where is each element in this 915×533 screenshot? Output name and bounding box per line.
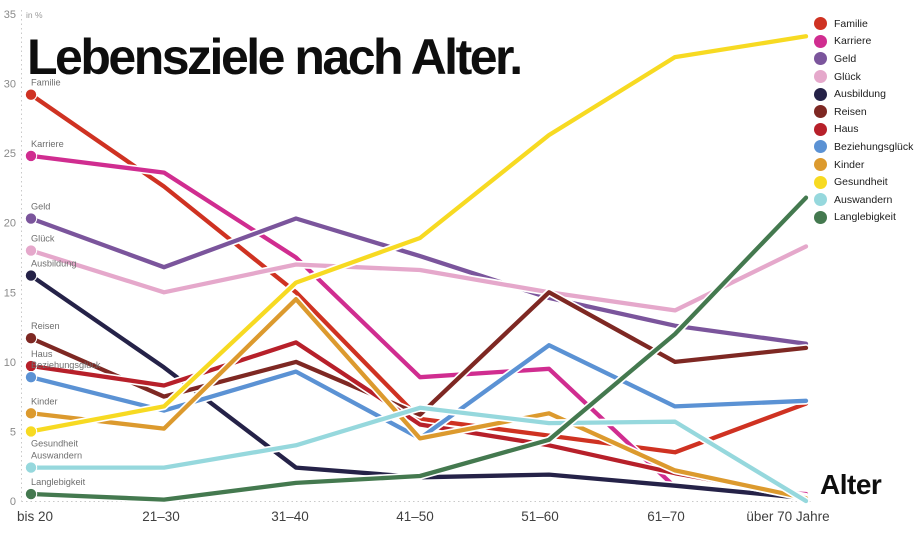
legend-label-reisen: Reisen (834, 105, 867, 118)
y-tick-label-25: 25 (4, 148, 16, 160)
legend-label-familie: Familie (834, 17, 868, 30)
legend-label-kinder: Kinder (834, 158, 865, 171)
series-label-langlebigkeit: Langlebigkeit (31, 477, 86, 487)
y-tick-label-5: 5 (10, 426, 16, 438)
series-line-geld (28, 216, 809, 346)
series-label-familie: Familie (31, 78, 61, 88)
series-line-kinder (28, 297, 809, 501)
legend-dot-reisen (814, 105, 827, 119)
series-dot-ausbildung (24, 269, 38, 282)
legend-item-ausbildung: Ausbildung (814, 85, 913, 103)
x-tick-label-31-40: 31–40 (271, 509, 309, 524)
series-label-karriere: Karriere (31, 139, 64, 149)
legend-item-langlebigkeit: Langlebigkeit (814, 209, 913, 227)
chart-title: Lebensziele nach Alter. (27, 29, 523, 85)
y-tick-label-30: 30 (4, 79, 16, 91)
legend-item-familie: Familie (814, 15, 913, 33)
legend-item-haus: Haus (814, 121, 913, 139)
x-axis-title: Alter (820, 469, 882, 500)
legend-dot-haus (814, 122, 827, 136)
series-label-ausbildung: Ausbildung (31, 259, 76, 269)
legend-label-gluck: Glück (834, 70, 861, 83)
legend-dot-langlebigkeit (814, 210, 827, 224)
series-label-gluck: Glück (31, 234, 55, 244)
series-label-beziehungsgluck: Beziehungsglück (31, 360, 101, 370)
series-line-reisen (28, 290, 809, 417)
series-dot-auswandern (24, 461, 38, 474)
series-label-auswandern: Auswandern (31, 451, 82, 461)
legend-dot-ausbildung (814, 87, 827, 101)
series-label-kinder: Kinder (31, 396, 58, 406)
x-tick-label-21-30: 21–30 (142, 509, 180, 524)
legend-item-kinder: Kinder (814, 156, 913, 174)
legend-dot-beziehungsgluck (814, 140, 827, 154)
series-label-reisen: Reisen (31, 321, 60, 331)
legend-item-gesundheit: Gesundheit (814, 173, 913, 191)
y-tick-label-20: 20 (4, 218, 16, 230)
series-line-auswandern (28, 405, 809, 504)
legend-dot-gluck (814, 70, 827, 84)
series-dot-gluck (24, 244, 38, 257)
x-tick-label-bis-20: bis 20 (17, 509, 53, 524)
legend-label-auswandern: Auswandern (834, 193, 893, 206)
legend-label-ausbildung: Ausbildung (834, 88, 886, 101)
series-label-geld: Geld (31, 202, 50, 212)
unit-label: in % (26, 10, 43, 20)
legend-label-beziehungsgluck: Beziehungsglück (834, 140, 914, 153)
series-dot-familie (24, 88, 38, 101)
series-dot-beziehungsgluck (24, 370, 38, 384)
legend-label-haus: Haus (834, 123, 859, 136)
y-tick-label-0: 0 (10, 496, 16, 508)
x-tick-label-61-70: 61–70 (647, 509, 685, 524)
series-dot-gesundheit (24, 425, 38, 438)
x-tick-label-41-50: 41–50 (396, 509, 434, 524)
series-casing-langlebigkeit (27, 193, 810, 504)
legend-label-geld: Geld (834, 52, 857, 65)
legend-item-geld: Geld (814, 50, 913, 68)
series-line-langlebigkeit (28, 195, 809, 502)
legend-item-karriere: Karriere (814, 33, 913, 51)
legend-item-auswandern: Auswandern (814, 191, 913, 209)
legend-dot-geld (814, 52, 827, 66)
series-dot-geld (24, 212, 38, 225)
series-dot-langlebigkeit (24, 487, 38, 501)
series-label-gesundheit: Gesundheit (31, 438, 78, 448)
legend-item-beziehungsgluck: Beziehungsglück (814, 138, 913, 156)
legend-label-karriere: Karriere (834, 35, 872, 48)
legend-dot-familie (814, 17, 827, 31)
legend-item-reisen: Reisen (814, 103, 913, 121)
series-line-gluck (28, 244, 809, 313)
series-dot-reisen (24, 332, 38, 345)
x-tick-label-51-60: 51–60 (521, 509, 559, 524)
series-dot-kinder (24, 407, 38, 420)
legend-dot-gesundheit (814, 175, 827, 189)
y-tick-label-10: 10 (4, 357, 16, 369)
legend-label-langlebigkeit: Langlebigkeit (834, 211, 896, 224)
legend-label-gesundheit: Gesundheit (834, 176, 888, 189)
y-tick-label-15: 15 (4, 287, 16, 299)
series-label-haus: Haus (31, 349, 53, 359)
series-dot-karriere (24, 149, 38, 163)
series-line-gesundheit (28, 34, 809, 434)
legend-dot-auswandern (814, 193, 827, 207)
legend-dot-karriere (814, 34, 827, 48)
y-tick-label-35: 35 (4, 9, 16, 21)
series-line-familie (28, 92, 809, 455)
legend: Familie Karriere Geld Glück Ausbildung Reisen… (814, 15, 913, 226)
x-tick-label-uber-70-jahre: über 70 Jahre (746, 509, 829, 524)
legend-item-gluck: Glück (814, 68, 913, 86)
legend-dot-kinder (814, 158, 827, 172)
